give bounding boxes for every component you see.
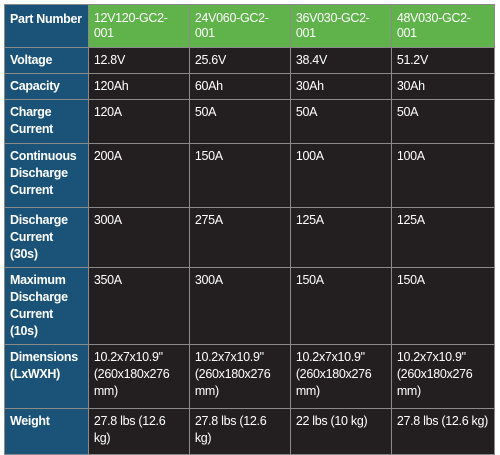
dimensions-36v030: 10.2x7x10.9" (260x180x276 mm) xyxy=(289,344,392,409)
row-label-capacity: Capacity xyxy=(4,73,89,100)
charge-current-12v120: 120A xyxy=(87,99,190,144)
discharge-30s-48v030: 125A xyxy=(390,207,496,268)
row-label-charge-current: Charge Current xyxy=(4,99,89,144)
row-discharge-30s: Discharge Current (30s) 300A 275A 125A 1… xyxy=(4,207,496,268)
row-label-discharge-30s: Discharge Current (30s) xyxy=(4,207,89,268)
row-label-dimensions: Dimensions (LxWXH) xyxy=(4,344,89,409)
discharge-30s-12v120: 300A xyxy=(87,207,190,268)
row-label-continuous-discharge: Continuous Discharge Current xyxy=(4,143,89,208)
max-discharge-24v060: 300A xyxy=(188,267,291,345)
battery-spec-table: Part Number 12V120-GC2-001 24V060-GC2-00… xyxy=(4,4,496,455)
continuous-discharge-36v030: 100A xyxy=(289,143,392,208)
weight-24v060: 27.8 lbs (12.6 kg) xyxy=(188,408,291,455)
row-label-max-discharge-10s: Maximum Discharge Current (10s) xyxy=(4,267,89,345)
row-weight: Weight 27.8 lbs (12.6 kg) 27.8 lbs (12.6… xyxy=(4,408,496,455)
capacity-24v060: 60Ah xyxy=(188,73,291,100)
model-header-24v060: 24V060-GC2-001 xyxy=(188,4,291,48)
capacity-48v030: 30Ah xyxy=(390,73,496,100)
row-charge-current: Charge Current 120A 50A 50A 50A xyxy=(4,99,496,144)
dimensions-12v120: 10.2x7x10.9" (260x180x276 mm) xyxy=(87,344,190,409)
discharge-30s-24v060: 275A xyxy=(188,207,291,268)
model-header-36v030: 36V030-GC2-001 xyxy=(289,4,392,48)
dimensions-48v030: 10.2x7x10.9" (260x180x276 mm) xyxy=(390,344,496,409)
max-discharge-48v030: 150A xyxy=(390,267,496,345)
row-label-weight: Weight xyxy=(4,408,89,455)
capacity-36v030: 30Ah xyxy=(289,73,392,100)
row-capacity: Capacity 120Ah 60Ah 30Ah 30Ah xyxy=(4,73,496,100)
discharge-30s-36v030: 125A xyxy=(289,207,392,268)
max-discharge-12v120: 350A xyxy=(87,267,190,345)
continuous-discharge-48v030: 100A xyxy=(390,143,496,208)
charge-current-36v030: 50A xyxy=(289,99,392,144)
dimensions-24v060: 10.2x7x10.9" (260x180x276 mm) xyxy=(188,344,291,409)
model-header-12v120: 12V120-GC2-001 xyxy=(87,4,190,48)
charge-current-24v060: 50A xyxy=(188,99,291,144)
continuous-discharge-24v060: 150A xyxy=(188,143,291,208)
part-number-label: Part Number xyxy=(4,4,89,48)
max-discharge-36v030: 150A xyxy=(289,267,392,345)
voltage-24v060: 25.6V xyxy=(188,47,291,74)
row-max-discharge-10s: Maximum Discharge Current (10s) 350A 300… xyxy=(4,267,496,345)
row-dimensions: Dimensions (LxWXH) 10.2x7x10.9" (260x180… xyxy=(4,344,496,409)
capacity-12v120: 120Ah xyxy=(87,73,190,100)
header-row: Part Number 12V120-GC2-001 24V060-GC2-00… xyxy=(4,4,496,48)
charge-current-48v030: 50A xyxy=(390,99,496,144)
weight-36v030: 22 lbs (10 kg) xyxy=(289,408,392,455)
continuous-discharge-12v120: 200A xyxy=(87,143,190,208)
voltage-12v120: 12.8V xyxy=(87,47,190,74)
voltage-36v030: 38.4V xyxy=(289,47,392,74)
voltage-48v030: 51.2V xyxy=(390,47,496,74)
weight-48v030: 27.8 lbs (12.6 kg) xyxy=(390,408,496,455)
weight-12v120: 27.8 lbs (12.6 kg) xyxy=(87,408,190,455)
row-label-voltage: Voltage xyxy=(4,47,89,74)
row-continuous-discharge: Continuous Discharge Current 200A 150A 1… xyxy=(4,143,496,208)
model-header-48v030: 48V030-GC2-001 xyxy=(390,4,496,48)
row-voltage: Voltage 12.8V 25.6V 38.4V 51.2V xyxy=(4,47,496,74)
